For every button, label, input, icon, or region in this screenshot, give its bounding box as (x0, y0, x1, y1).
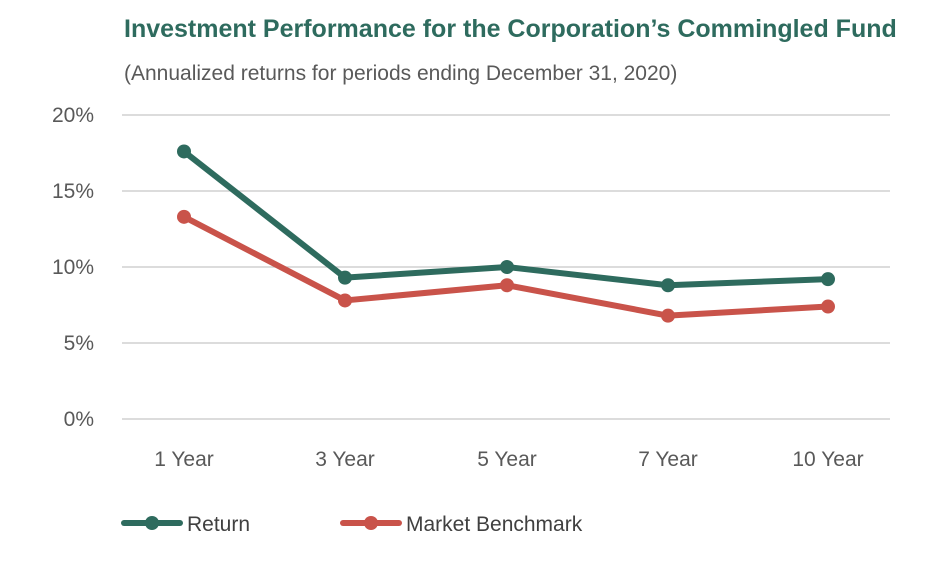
chart-subtitle: (Annualized returns for periods ending D… (124, 62, 677, 85)
data-point (661, 278, 675, 293)
legend-label: Return (187, 513, 250, 536)
legend-item: Return (121, 513, 250, 536)
data-point (177, 209, 191, 224)
series-group (177, 144, 835, 323)
y-tick-label: 15% (52, 180, 94, 203)
y-tick-label: 0% (64, 408, 94, 431)
legend: Return Market Benchmark (121, 513, 583, 536)
data-point (338, 270, 352, 285)
y-tick-label: 20% (52, 104, 94, 127)
y-axis-ticks: 0% 5% 10% 15% 20% (52, 104, 94, 431)
x-tick-label: 10 Year (792, 448, 863, 471)
x-tick-label: 5 Year (477, 448, 537, 471)
chart-title: Investment Performance for the Corporati… (124, 15, 897, 43)
data-point (821, 299, 835, 314)
data-point (500, 278, 514, 293)
series-return (177, 144, 835, 293)
legend-marker (364, 516, 378, 530)
data-point (821, 272, 835, 287)
x-tick-label: 3 Year (315, 448, 375, 471)
legend-item: Market Benchmark (340, 513, 583, 536)
data-point (661, 308, 675, 323)
data-point (177, 144, 191, 159)
x-tick-label: 1 Year (154, 448, 214, 471)
y-tick-label: 5% (64, 332, 94, 355)
series-market-benchmark (177, 209, 835, 323)
data-point (338, 293, 352, 308)
legend-label: Market Benchmark (406, 513, 583, 536)
data-point (500, 260, 514, 274)
y-tick-label: 10% (52, 256, 94, 279)
x-tick-label: 7 Year (638, 448, 698, 471)
legend-marker (145, 516, 159, 530)
x-axis-ticks: 1 Year 3 Year 5 Year 7 Year 10 Year (154, 448, 863, 471)
